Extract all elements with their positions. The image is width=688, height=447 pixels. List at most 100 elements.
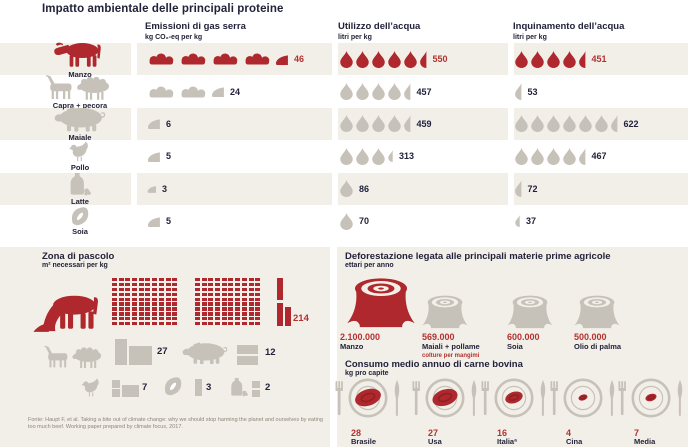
deforestation-title: Deforestazione legata alle principali ma… [345,251,611,262]
drop-icon [579,115,592,132]
deforestation-label: Soia [507,342,523,351]
water-pollution-cell: 622 [515,108,687,140]
pollo-icon [68,140,92,162]
plate-fork-knife-icon [618,375,684,426]
gas-value: 3 [162,183,168,194]
drop-icon [563,51,576,68]
drop-icon [515,148,528,165]
drop-half-icon [611,115,618,132]
drop-icon [340,148,353,165]
water-pollution-cell: 37 [515,205,687,237]
animal-cell: Soia [28,205,132,237]
animal-cell: Capra + pecora [28,75,132,110]
pasture-block [252,390,260,397]
pasture-block [122,385,139,397]
water-pollution-cell: 53 [515,75,687,107]
drop-half-icon [579,148,586,165]
drop-icon [547,148,560,165]
column-header-water-use: Utilizzo dell’acqua litri per kg [338,21,420,41]
drop-half-icon [515,215,520,227]
page-title: Impatto ambientale delle principali prot… [42,3,284,15]
drop-icon [388,51,401,68]
deforestation-label: Manzo [340,342,364,351]
cloud-half-icon [275,54,288,65]
protein-row-capra-pecora: Capra + pecora 24 457 53 [0,75,688,110]
gas-value: 6 [166,118,172,129]
column-divider [508,43,514,238]
drop-half-icon [404,115,411,132]
protein-row-pollo: Pollo 5 313 467 [0,140,688,172]
consumption-item-brasile: 28 Brasile [335,375,401,447]
drop-icon [531,51,544,68]
gas-emissions-cell: 24 [147,75,327,107]
deforestation-label: Maiali + pollame [422,342,480,351]
plate-icon [412,378,477,418]
animal-label: Capra + pecora [52,100,108,110]
column-label: Inquinamento dell’acqua [513,21,625,32]
pasture-bar [277,303,283,326]
column-unit: kg CO₂-eq per kg [145,33,203,41]
plate-icon [550,378,615,418]
drop-icon [340,51,353,68]
maiale-icon [182,341,228,365]
gas-value: 5 [166,216,172,227]
pasture-title: Zona di pascolo [42,251,115,262]
cloud-half-icon [147,118,160,129]
gas-emissions-cell: 3 [147,173,327,205]
manzo-grazing-icon [30,291,106,335]
pasture-bar [285,307,291,326]
pasture-block [237,356,258,365]
soia-icon [70,206,90,226]
drop-icon [340,83,353,100]
consumption-item-italia-: 16 Italiaª [481,375,547,447]
deforestation-unit: ettari per anno [345,262,394,269]
pasture-block [195,379,202,396]
animal-cell: Maiale [28,108,132,142]
source-note: Fonte: Haupt F, et al. Taking a bite out… [28,417,323,431]
pasture-bar [277,278,283,300]
consumption-value: 28 [351,428,362,438]
pollo-icon [80,377,103,397]
drop-icon [388,115,401,132]
pasture-value-pollo: 7 [142,382,148,393]
plate-icon [335,378,400,418]
pasture-block [237,345,258,354]
protein-row-maiale: Maiale 6 459 622 [0,108,688,142]
pasture-value-soia: 3 [206,382,212,393]
animal-label: Soia [72,227,88,237]
water_use-value: 550 [432,54,448,65]
water_pollution-value: 53 [527,86,538,97]
animal-label: Manzo [68,70,92,80]
column-divider [332,43,338,238]
animal-cell: Pollo [28,140,132,172]
pasture-section: Zona di pascolo m² necessari per kg Font… [0,247,330,447]
pasture-value-maiale: 12 [265,347,276,358]
water_use-value: 457 [416,86,432,97]
water_pollution-value: 622 [623,118,639,129]
drop-icon [372,51,385,68]
water-pollution-cell: 467 [515,140,687,172]
animal-label: Pollo [70,163,90,173]
drop-icon [372,115,385,132]
protein-row-manzo: Manzo 46 550 451 [0,43,688,79]
water-use-cell: 313 [340,140,503,172]
plate-fork-knife-icon [412,375,478,426]
plate-fork-knife-icon [335,375,401,426]
drop-icon [372,83,385,100]
tree-stump-icon [574,294,620,330]
cloud-half-icon [211,86,224,97]
pasture-grid-100 [195,278,261,326]
drop-icon [356,83,369,100]
deforestation-label: Olio di palma [574,342,622,351]
plate-icon [481,378,546,418]
gas-value: 46 [294,54,305,65]
consumption-value: 27 [428,428,439,438]
animal-cell: Latte [28,173,132,206]
protein-row-soia: Soia 5 70 37 [0,205,688,237]
cloud-icon [147,86,176,98]
drop-icon [340,213,353,230]
drop-icon [340,115,353,132]
pasture-block [112,380,120,388]
water-use-cell: 550 [340,43,503,75]
